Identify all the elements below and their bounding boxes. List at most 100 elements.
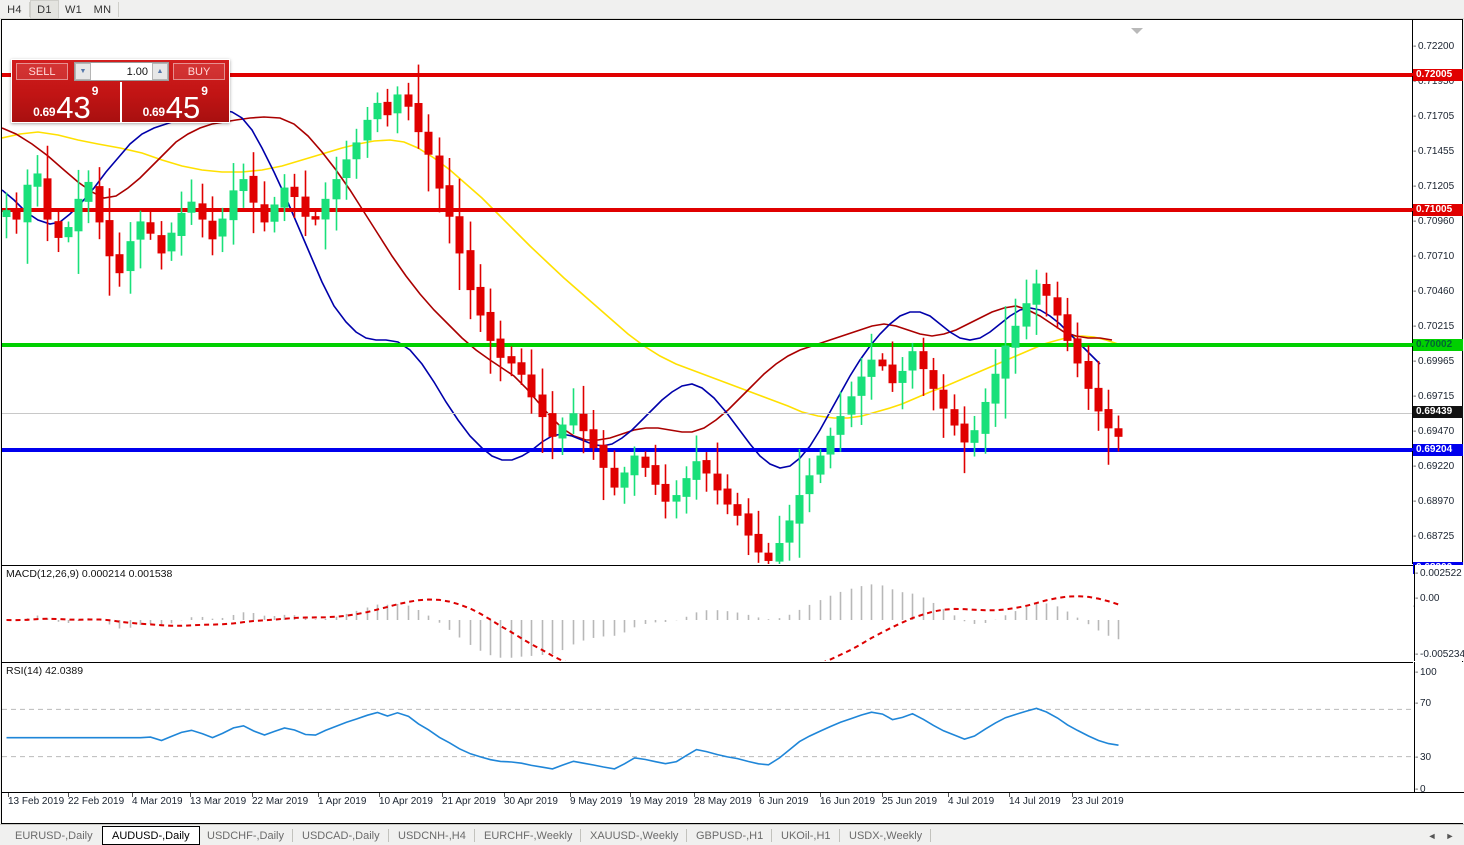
- date-axis-label: 22 Feb 2019: [68, 796, 125, 807]
- pivot-line[interactable]: [2, 343, 1413, 347]
- tab-divider: [686, 829, 687, 842]
- sell-button-label: SELL: [28, 65, 56, 78]
- date-axis-tick: [948, 793, 949, 797]
- ma-mid-line: [2, 116, 1113, 441]
- date-axis-label: 1 Apr 2019: [318, 796, 367, 807]
- one-click-trading-panel[interactable]: SELL ▼ 1.00 ▲ BUY 0.69 43 9 0.69: [11, 59, 230, 123]
- macd-label: MACD(12,26,9) 0.000214 0.001538: [6, 568, 176, 580]
- rsi-axis: -100 -70 -30 -0: [1414, 662, 1464, 795]
- ma-slow-line: [2, 131, 1119, 419]
- timeframe-mn[interactable]: MN: [88, 0, 117, 19]
- indicator-axis-tick: - -0.005234: [1415, 649, 1464, 660]
- chart-tab[interactable]: USDX-,Weekly: [840, 827, 931, 845]
- candle-series: [2, 64, 1123, 564]
- chart-tab-label: USDCAD-,Daily: [302, 830, 380, 842]
- tab-scroll-right-icon[interactable]: ►: [1445, 830, 1455, 841]
- macd-axis: -0.002522 -0.00 - -0.005234: [1414, 565, 1464, 661]
- price-level-badge-red[interactable]: 0.71005: [1401, 204, 1463, 216]
- price-level-badge-green[interactable]: 0.70002: [1401, 339, 1463, 351]
- current-price-line: [2, 413, 1413, 414]
- chart-tab[interactable]: USDCAD-,Daily: [293, 827, 389, 845]
- volume-increase-icon[interactable]: ▲: [152, 63, 168, 80]
- buy-button[interactable]: BUY: [173, 63, 225, 80]
- price-axis-tick: -0.69715: [1413, 391, 1455, 402]
- price-axis-tick: -0.69220: [1413, 461, 1455, 472]
- timeframe-d1[interactable]: D1: [30, 0, 59, 19]
- price-axis-tick: -0.69965: [1413, 356, 1455, 367]
- chart-tab[interactable]: EURCHF-,Weekly: [475, 827, 581, 845]
- support-line-1[interactable]: [2, 448, 1413, 452]
- price-axis-tick: -0.70215: [1413, 321, 1455, 332]
- chart-tab-label: XAUUSD-,Weekly: [590, 830, 679, 842]
- date-axis-label: 13 Mar 2019: [190, 796, 247, 807]
- date-axis-tick: [8, 793, 9, 797]
- price-level-pointer: [1401, 73, 1413, 76]
- date-axis-tick: [68, 793, 69, 797]
- price-axis[interactable]: -0.72200 -0.71950 -0.71705 -0.71455 -0.71205…: [1401, 20, 1463, 612]
- chart-tab-label: EURCHF-,Weekly: [484, 830, 573, 842]
- indicator-axis-tick: -100: [1415, 667, 1437, 678]
- chart-tab[interactable]: UKOil-,H1: [772, 827, 840, 845]
- chart-tab-label: GBPUSD-,H1: [696, 830, 764, 842]
- price-axis-tick: -0.70460: [1413, 286, 1455, 297]
- chart-tab[interactable]: EURUSD-,Daily: [6, 827, 102, 845]
- price-level-badge-red[interactable]: 0.72005: [1401, 69, 1463, 81]
- price-axis-tick: -0.71455: [1413, 146, 1455, 157]
- sell-button[interactable]: SELL: [16, 63, 68, 80]
- price-axis-tick: -0.71705: [1413, 111, 1455, 122]
- date-axis-tick: [504, 793, 505, 797]
- rsi-section: RSI(14) 42.0389 -100 -70 -30 -0: [2, 662, 1464, 795]
- tab-divider: [292, 829, 293, 842]
- chart-tab-label: USDCNH-,H4: [398, 830, 466, 842]
- resistance-line-2[interactable]: [2, 208, 1413, 212]
- date-axis-tick: [882, 793, 883, 797]
- resistance-line-1[interactable]: [2, 73, 1413, 77]
- chart-tab[interactable]: USDCNH-,H4: [389, 827, 475, 845]
- price-axis-tick: -0.71205: [1413, 181, 1455, 192]
- volume-value[interactable]: 1.00: [126, 65, 148, 78]
- chart-tab-active[interactable]: AUDUSD-,Daily: [102, 826, 200, 845]
- date-axis-label: 25 Jun 2019: [882, 796, 938, 807]
- chart-tab[interactable]: GBPUSD-,H1: [687, 827, 772, 845]
- rsi-pane[interactable]: RSI(14) 42.0389: [2, 662, 1413, 792]
- macd-pane[interactable]: MACD(12,26,9) 0.000214 0.001538: [2, 565, 1413, 661]
- timeframe-w1[interactable]: W1: [59, 0, 88, 19]
- buy-button-label: BUY: [187, 65, 211, 78]
- tab-divider: [474, 829, 475, 842]
- indicator-axis-tick: -0.002522: [1415, 568, 1462, 579]
- chart-tab-label: AUDUSD-,Daily: [112, 829, 190, 842]
- timeframe-h4[interactable]: H4: [0, 0, 29, 19]
- date-axis-tick: [820, 793, 821, 797]
- timeframe-h4-label: H4: [7, 3, 22, 16]
- chart-tab[interactable]: USDCHF-,Daily: [198, 827, 293, 845]
- rsi-chart: [2, 707, 1413, 770]
- indicator-axis-tick: -70: [1415, 698, 1432, 709]
- date-axis-tick: [132, 793, 133, 797]
- volume-decrease-icon[interactable]: ▼: [75, 63, 91, 80]
- ask-price-point: 9: [201, 84, 208, 98]
- tab-divider: [771, 829, 772, 842]
- bid-price[interactable]: 0.69 43 9: [12, 82, 120, 123]
- date-axis-tick: [759, 793, 760, 797]
- chart-tab[interactable]: XAUUSD-,Weekly: [581, 827, 687, 845]
- tab-divider: [580, 829, 581, 842]
- ask-price-main: 45: [165, 90, 201, 123]
- date-axis-label: 28 May 2019: [694, 796, 752, 807]
- macd-section: MACD(12,26,9) 0.000214 0.001538 -0.00252…: [2, 565, 1464, 661]
- tab-divider: [930, 829, 931, 842]
- volume-stepper[interactable]: ▼ 1.00 ▲: [74, 62, 169, 81]
- price-level-badge-black[interactable]: 0.69439: [1413, 406, 1463, 418]
- tab-scroll-left-icon[interactable]: ◄: [1427, 830, 1437, 841]
- date-axis-tick: [694, 793, 695, 797]
- date-axis-tick: [1072, 793, 1073, 797]
- toolbar-divider: [29, 2, 30, 17]
- price-axis-tick: -0.71950: [1413, 76, 1455, 87]
- price-pane[interactable]: [2, 20, 1413, 564]
- ask-price[interactable]: 0.69 45 9: [119, 82, 230, 123]
- price-level-badge-blue[interactable]: 0.69204: [1401, 444, 1463, 456]
- date-axis-tick: [1009, 793, 1010, 797]
- date-axis-label: 19 May 2019: [630, 796, 688, 807]
- date-axis-label: 23 Jul 2019: [1072, 796, 1124, 807]
- bid-price-point: 9: [91, 84, 99, 98]
- date-axis-label: 22 Mar 2019: [252, 796, 309, 807]
